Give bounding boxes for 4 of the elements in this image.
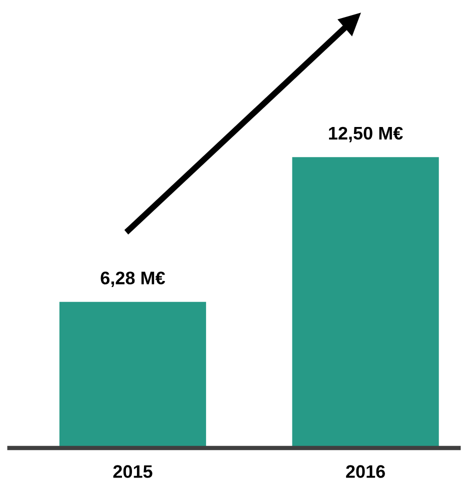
- data-label: 12,50 M€: [329, 126, 403, 142]
- data-label: 6,28 M€: [100, 272, 166, 288]
- x-tick-label: 2016: [346, 465, 385, 478]
- x-tick-label: 2015: [113, 465, 152, 478]
